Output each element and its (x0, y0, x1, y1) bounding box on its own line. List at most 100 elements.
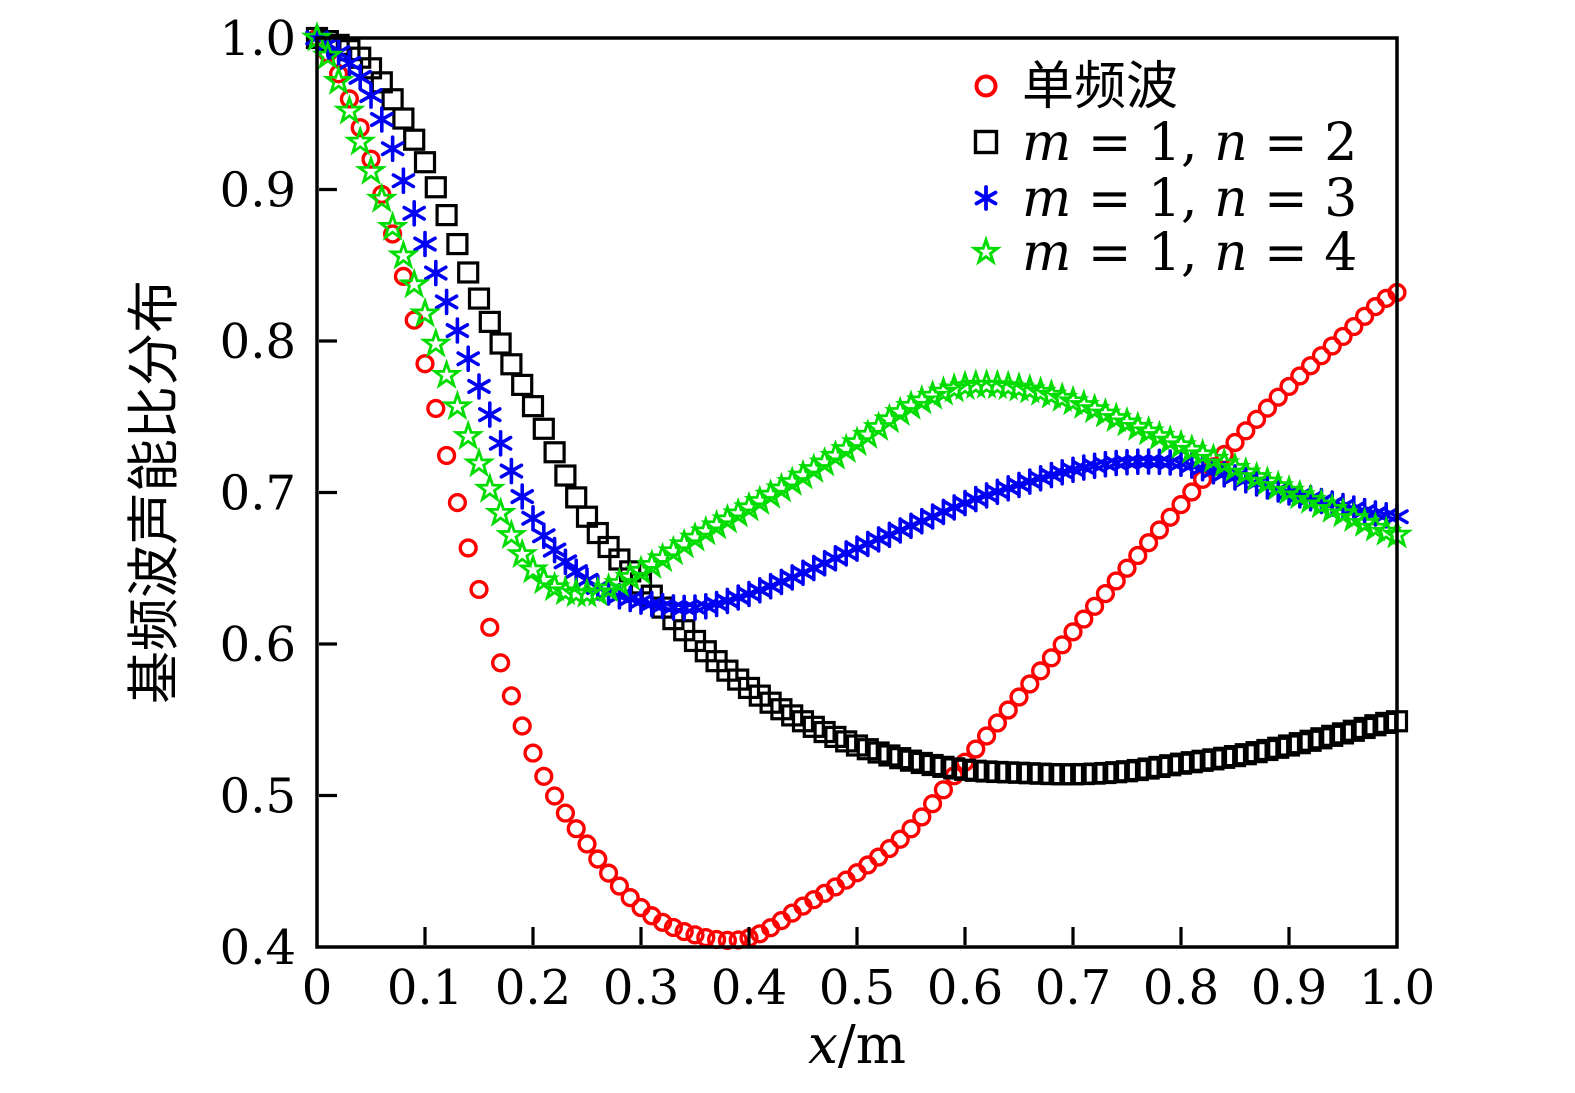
circle-marker (879, 838, 900, 859)
circle-marker (1171, 495, 1191, 515)
star-marker (408, 296, 442, 328)
circle-marker (534, 766, 554, 786)
square-marker (532, 417, 555, 440)
star-marker (884, 395, 917, 427)
circle-marker (1095, 584, 1116, 604)
circle-marker (437, 445, 457, 466)
star-marker (484, 496, 517, 527)
circle-marker (577, 834, 597, 854)
circle-marker (976, 726, 997, 746)
star-marker (894, 389, 928, 420)
circle-marker (415, 354, 435, 374)
circle-marker (1268, 387, 1288, 407)
star-marker (311, 39, 344, 70)
star-marker (905, 383, 938, 415)
square-marker (543, 441, 566, 464)
circle-marker (1063, 622, 1083, 642)
circle-marker (588, 849, 608, 869)
asterisk-marker (413, 230, 437, 258)
circle-marker (361, 149, 381, 169)
star-marker (916, 379, 949, 410)
legend-item: 单频波 (974, 57, 1178, 117)
star-marker (441, 389, 474, 421)
x-tick-label: 0.8 (1143, 960, 1219, 1016)
star-marker (376, 210, 409, 241)
circle-marker (1322, 336, 1342, 356)
star-marker (765, 471, 798, 503)
circle-marker (383, 224, 403, 244)
circle-marker (1246, 409, 1267, 429)
series-3-markers (300, 21, 1414, 608)
asterisk-marker (424, 259, 448, 287)
square-marker (565, 486, 588, 509)
star-marker (430, 358, 463, 389)
asterisk-marker (445, 317, 470, 344)
asterisk-marker (737, 580, 761, 608)
star-marker (808, 445, 841, 477)
square-marker (973, 129, 999, 155)
square-marker (521, 395, 545, 418)
star-marker (387, 238, 420, 270)
square-marker (435, 203, 458, 227)
star-marker (506, 537, 539, 569)
star-marker (786, 458, 820, 490)
circle-marker (901, 819, 921, 839)
circle-marker (1084, 596, 1105, 616)
star-marker (473, 472, 506, 503)
asterisk-marker (391, 167, 416, 194)
circle-marker (469, 579, 489, 600)
axis-tick-labels: 0 0.1 0.2 0.3 0.4 0.5 0.6 0.7 0.8 0.9 1.0 0.4 0.5 0.6… (220, 11, 1436, 1016)
circle-marker (350, 118, 370, 138)
circle-marker (523, 743, 543, 763)
x-tick-label: 0.3 (603, 960, 679, 1016)
star-marker (776, 465, 809, 496)
asterisk-marker (748, 577, 772, 604)
y-tick-label: 0.8 (220, 314, 296, 370)
circle-marker (1333, 326, 1353, 347)
circle-marker (987, 713, 1008, 733)
circle-marker (1128, 545, 1148, 566)
circle-marker (512, 716, 532, 736)
y-tick-label: 0.6 (220, 617, 296, 673)
star-marker (365, 182, 398, 213)
star-marker (819, 439, 852, 470)
star-marker (398, 267, 431, 299)
star-marker (732, 490, 766, 522)
star-marker (862, 410, 895, 442)
y-tick-label: 0.7 (220, 466, 296, 522)
legend-item: m = 1, n = 4 (970, 223, 1357, 283)
asterisk-marker (521, 505, 545, 532)
star-marker (581, 575, 614, 607)
circle-marker (1160, 507, 1180, 527)
circle-marker (1106, 571, 1126, 591)
legend-label: m = 1, n = 2 (1022, 113, 1357, 173)
star-marker (646, 541, 679, 573)
circle-marker (1354, 306, 1375, 326)
star-marker (333, 94, 366, 125)
square-marker (467, 287, 491, 310)
star-marker (797, 452, 830, 483)
circle-marker (598, 863, 619, 883)
circle-marker (1311, 346, 1332, 366)
circle-marker (890, 829, 910, 849)
x-tick-label: 0.2 (495, 960, 571, 1016)
asterisk-marker (974, 482, 999, 509)
circle-marker (674, 921, 694, 942)
star-marker (927, 375, 960, 406)
x-tick-label: 0.1 (387, 960, 463, 1016)
y-tick-label: 0.4 (220, 920, 296, 976)
circle-marker (447, 493, 468, 513)
circle-marker (1236, 421, 1256, 441)
circle-marker (663, 917, 684, 938)
star-marker (419, 327, 452, 358)
star-marker (711, 502, 744, 534)
star-marker (754, 478, 787, 509)
circle-marker (1149, 520, 1170, 540)
circle-marker (339, 89, 360, 109)
y-axis-label: 基频波声能比分布 (124, 280, 185, 704)
asterisk-marker (456, 345, 480, 372)
circle-marker (501, 686, 522, 706)
circle-marker (1182, 482, 1202, 502)
circle-marker (491, 653, 511, 673)
